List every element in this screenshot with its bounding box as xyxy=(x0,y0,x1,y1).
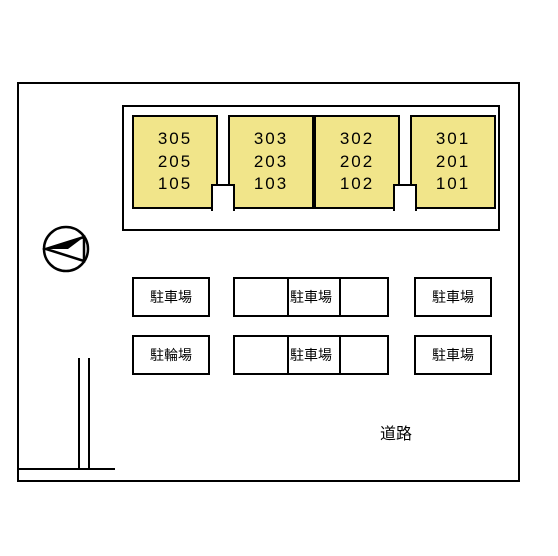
parking-box: 駐車場 xyxy=(233,277,389,317)
unit-room: 203 xyxy=(254,151,288,174)
compass-icon xyxy=(40,223,92,275)
gate-post xyxy=(78,358,80,470)
entrance-notch xyxy=(211,184,235,211)
parking-label: 駐車場 xyxy=(290,345,332,365)
parking-label: 駐車場 xyxy=(150,287,192,307)
site-plan-canvas: 305 205 105 303 203 103 302 202 102 301 … xyxy=(0,0,558,556)
unit-room: 101 xyxy=(436,173,470,196)
unit-room: 103 xyxy=(254,173,288,196)
unit-block-3: 301 201 101 xyxy=(410,115,496,209)
unit-room: 303 xyxy=(254,128,288,151)
parking-box: 駐車場 xyxy=(414,335,492,375)
unit-room: 102 xyxy=(340,173,374,196)
road-label: 道路 xyxy=(380,420,412,444)
gate-rail xyxy=(17,468,115,470)
unit-block-2: 302 202 102 xyxy=(314,115,400,209)
parking-label: 駐車場 xyxy=(432,345,474,365)
unit-room: 305 xyxy=(158,128,192,151)
parking-label: 駐輪場 xyxy=(150,345,192,365)
gate-post xyxy=(88,358,90,470)
entrance-notch xyxy=(393,184,417,211)
unit-room: 202 xyxy=(340,151,374,174)
parking-box: 駐車場 xyxy=(414,277,492,317)
parking-label: 駐車場 xyxy=(432,287,474,307)
unit-room: 301 xyxy=(436,128,470,151)
unit-room: 105 xyxy=(158,173,192,196)
bicycle-parking-box: 駐輪場 xyxy=(132,335,210,375)
unit-room: 205 xyxy=(158,151,192,174)
unit-block-0: 305 205 105 xyxy=(132,115,218,209)
parking-label: 駐車場 xyxy=(290,287,332,307)
unit-block-1: 303 203 103 xyxy=(228,115,314,209)
parking-box: 駐車場 xyxy=(132,277,210,317)
unit-room: 201 xyxy=(436,151,470,174)
unit-room: 302 xyxy=(340,128,374,151)
parking-box: 駐車場 xyxy=(233,335,389,375)
